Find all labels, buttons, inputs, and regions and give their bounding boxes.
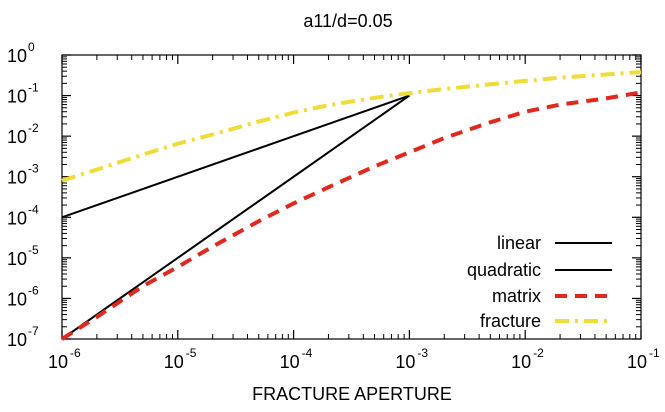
- y-tick-exponent: -5: [28, 243, 39, 257]
- x-tick-exponent: -1: [649, 346, 660, 360]
- x-tick-label: 10: [48, 352, 68, 372]
- y-tick-exponent: -1: [28, 81, 39, 95]
- x-tick-exponent: -2: [533, 346, 544, 360]
- y-tick-exponent: -7: [28, 324, 39, 338]
- y-tick-exponent: -3: [28, 162, 39, 176]
- x-tick-label: 10: [627, 352, 647, 372]
- chart-title: a11/d=0.05: [303, 11, 392, 31]
- x-tick-exponent: -6: [70, 346, 81, 360]
- y-tick-label: 10: [7, 330, 27, 350]
- series-line-fracture: [61, 70, 642, 183]
- y-tick-exponent: -4: [28, 202, 39, 216]
- y-tick-label: 10: [7, 87, 27, 107]
- x-tick-label: 10: [395, 352, 415, 372]
- series-line-linear: [61, 94, 410, 219]
- y-tick-label: 10: [7, 46, 27, 66]
- y-tick-exponent: -2: [28, 121, 39, 135]
- y-tick-label: 10: [7, 168, 27, 188]
- legend-label-fracture: fracture: [480, 311, 541, 331]
- legend-label-matrix: matrix: [492, 286, 541, 306]
- x-tick-label: 10: [511, 352, 531, 372]
- x-tick-exponent: -4: [302, 346, 313, 360]
- x-tick-exponent: -3: [417, 346, 428, 360]
- series-line-quadratic: [61, 94, 410, 340]
- y-tick-label: 10: [7, 127, 27, 147]
- x-tick-label: 10: [164, 352, 184, 372]
- y-tick-label: 10: [7, 289, 27, 309]
- plot-frame: [61, 54, 642, 340]
- series-layer: [60, 70, 642, 341]
- tick-marks: [61, 54, 642, 340]
- legend-label-linear: linear: [497, 233, 541, 253]
- x-tick-labels: 10 -6 10 -5 10 -4 10 -3 10 -2 10 -1: [48, 346, 660, 372]
- y-tick-exponent: 0: [28, 40, 35, 54]
- y-tick-label: 10: [7, 249, 27, 269]
- y-tick-exponent: -6: [28, 283, 39, 297]
- x-tick-label: 10: [280, 352, 300, 372]
- legend-label-quadratic: quadratic: [467, 260, 541, 280]
- y-tick-label: 10: [7, 208, 27, 228]
- x-axis-label: FRACTURE APERTURE: [252, 384, 452, 404]
- x-tick-exponent: -5: [186, 346, 197, 360]
- series-line-matrix: [60, 90, 642, 341]
- legend: linear quadratic matrix fracture: [467, 233, 612, 331]
